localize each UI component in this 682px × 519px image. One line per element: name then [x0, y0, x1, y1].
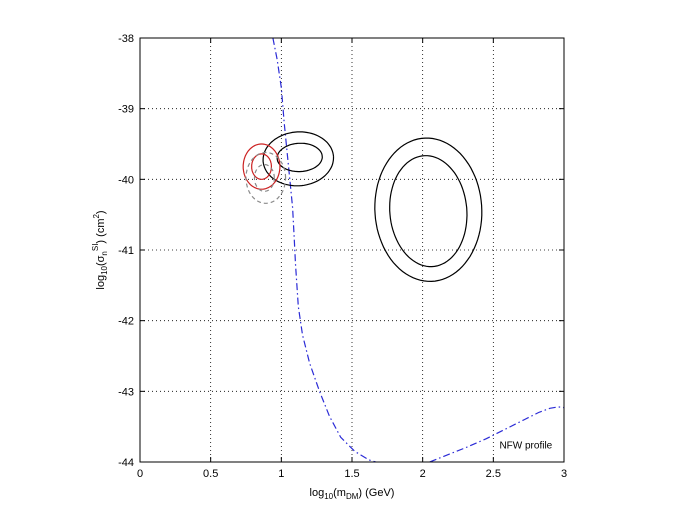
y-tick-label: -43: [118, 386, 134, 398]
x-tick-label: 0: [137, 468, 143, 480]
x-tick-label: 1: [278, 468, 284, 480]
series-low-mass-region-inner: [276, 142, 323, 173]
x-axis-label: log10(mDM) (GeV): [310, 487, 395, 501]
series-nfw-profile: [272, 38, 564, 462]
x-tick-label: 0.5: [203, 468, 218, 480]
y-tick-label: -42: [118, 316, 134, 328]
series-layer: [242, 38, 564, 462]
y-axis-label: log10(σnSI) (cm2): [91, 210, 109, 289]
y-tick-label: -41: [118, 245, 134, 257]
annotation-nfw-profile: NFW profile: [499, 441, 552, 452]
series-high-mass-region-outer: [374, 137, 483, 283]
y-tick-label: -38: [118, 33, 134, 45]
x-tick-label: 3: [561, 468, 567, 480]
series-grey-dashed-region-outer: [245, 151, 287, 204]
x-tick-label: 1.5: [344, 468, 359, 480]
series-red-region-outer: [242, 143, 281, 190]
series-low-mass-region-outer: [262, 131, 335, 187]
y-tick-label: -40: [118, 174, 134, 186]
grid: [140, 38, 564, 462]
series-grey-dashed-region-inner: [253, 163, 275, 192]
series-red-region-inner: [251, 153, 272, 180]
y-tick-label: -39: [118, 104, 134, 116]
annotations: NFW profile: [499, 441, 552, 452]
x-tick-label: 2: [420, 468, 426, 480]
y-tick-label: -44: [118, 457, 134, 469]
x-tick-label: 2.5: [486, 468, 501, 480]
series-high-mass-region-inner: [389, 155, 468, 268]
ticks: 0 0.5 1 1.5 2 2.5 3 -44 -43 -42 -41 -40 -39 -38: [118, 33, 567, 480]
